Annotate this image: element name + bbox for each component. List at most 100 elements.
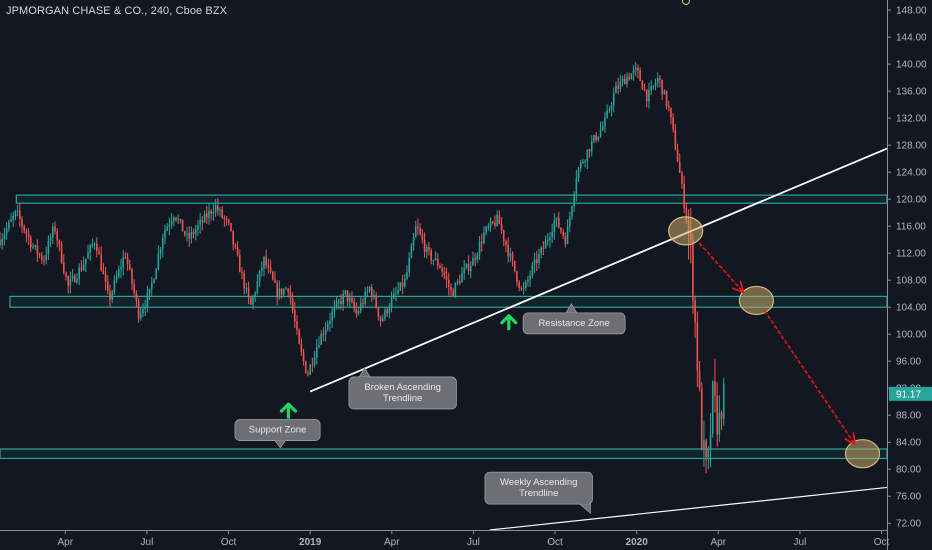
candle-body <box>170 221 173 225</box>
candle-body <box>425 247 428 252</box>
candle-body <box>606 110 608 118</box>
candle-body <box>577 168 580 179</box>
candle-body <box>443 271 446 276</box>
candle-body <box>417 226 419 229</box>
candle-body <box>447 279 450 287</box>
candle-body <box>368 287 371 292</box>
candle-body <box>535 259 538 264</box>
candle-body <box>672 117 674 130</box>
candle-body <box>210 210 212 214</box>
candle-body <box>234 244 237 248</box>
candle-body <box>54 226 56 232</box>
x-tick-label: Jul <box>141 537 154 548</box>
candle-body <box>621 78 624 82</box>
candle-body <box>491 221 494 223</box>
candle-body <box>698 370 701 389</box>
candle-body <box>608 109 611 111</box>
candle-body <box>419 228 421 234</box>
candle-body <box>513 260 516 272</box>
candle-body <box>645 89 648 102</box>
candle-body <box>73 275 76 283</box>
candle-body <box>175 217 177 220</box>
ellipse-break <box>668 216 704 246</box>
candle-body <box>584 160 586 163</box>
candle-body <box>692 239 694 301</box>
candle-body <box>0 239 1 246</box>
candle-body <box>201 220 204 223</box>
y-tick-label: 108.00 <box>896 276 927 287</box>
candle-body <box>551 231 553 238</box>
candle-body <box>247 287 250 298</box>
x-axis: Apr Jul Oct 2019 Apr Jul Oct 2020 Apr Jul Oct <box>0 530 890 550</box>
candle-body <box>7 221 10 229</box>
green-up-arrow-2 <box>500 314 518 331</box>
candle-body <box>91 244 94 246</box>
candle-body <box>630 73 633 80</box>
candle-body <box>707 449 710 457</box>
candle-body <box>245 287 248 289</box>
candles <box>0 61 725 474</box>
candle-body <box>436 258 439 266</box>
candle-body <box>307 373 309 375</box>
candle-body <box>355 309 358 314</box>
candle-body <box>423 239 426 252</box>
candle-body <box>51 226 54 238</box>
candle-body <box>80 267 83 270</box>
candle-body <box>177 219 179 221</box>
y-tick-label: 140.00 <box>896 60 927 71</box>
candle-body <box>663 90 666 95</box>
upper-zone <box>15 194 888 204</box>
support-zone-callout: Support Zone <box>234 419 321 449</box>
candle-body <box>370 287 373 297</box>
candle-body <box>681 172 683 184</box>
candle-body <box>1 239 3 246</box>
candle-body <box>568 216 571 227</box>
candle-body <box>313 357 316 365</box>
candle-body <box>128 264 131 270</box>
candle-body <box>648 90 650 102</box>
y-tick-label: 72.00 <box>896 519 921 530</box>
candle-body <box>98 251 100 255</box>
candle-body <box>441 267 443 272</box>
candle-body <box>507 245 509 257</box>
candle-body <box>36 245 39 255</box>
candle-body <box>45 254 47 261</box>
candle-body <box>120 267 122 270</box>
candle-body <box>166 226 168 231</box>
candle-body <box>300 343 303 353</box>
candle-body <box>553 220 556 232</box>
callout-text: Resistance Zone <box>538 318 609 329</box>
candle-body <box>256 281 259 293</box>
candle-body <box>3 234 6 240</box>
candle-body <box>720 412 723 419</box>
candle-body <box>124 257 127 259</box>
candle-body <box>716 395 718 435</box>
candle-body <box>408 258 410 273</box>
candle-body <box>403 278 406 287</box>
candle-body <box>194 229 197 235</box>
candle-body <box>670 107 672 118</box>
candle-body <box>309 364 311 375</box>
candle-body <box>571 206 573 217</box>
candle-body <box>678 161 681 173</box>
candle-body <box>122 257 124 268</box>
candle-body <box>337 301 340 303</box>
candle-body <box>496 214 498 226</box>
x-tick-label: Oct <box>874 537 890 548</box>
candle-body <box>718 412 721 435</box>
candle-body <box>610 105 613 110</box>
candle-body <box>192 231 195 235</box>
candle-body <box>93 243 96 245</box>
candle-body <box>287 288 289 293</box>
candle-body <box>527 279 529 282</box>
candle-body <box>263 256 265 269</box>
candle-body <box>450 286 452 291</box>
candle-body <box>291 298 294 311</box>
y-tick-label: 124.00 <box>896 168 927 179</box>
candle-body <box>639 70 641 81</box>
last-price-tag <box>889 386 932 401</box>
candle-body <box>617 86 619 89</box>
candle-body <box>562 231 564 236</box>
candle-body <box>469 265 472 271</box>
